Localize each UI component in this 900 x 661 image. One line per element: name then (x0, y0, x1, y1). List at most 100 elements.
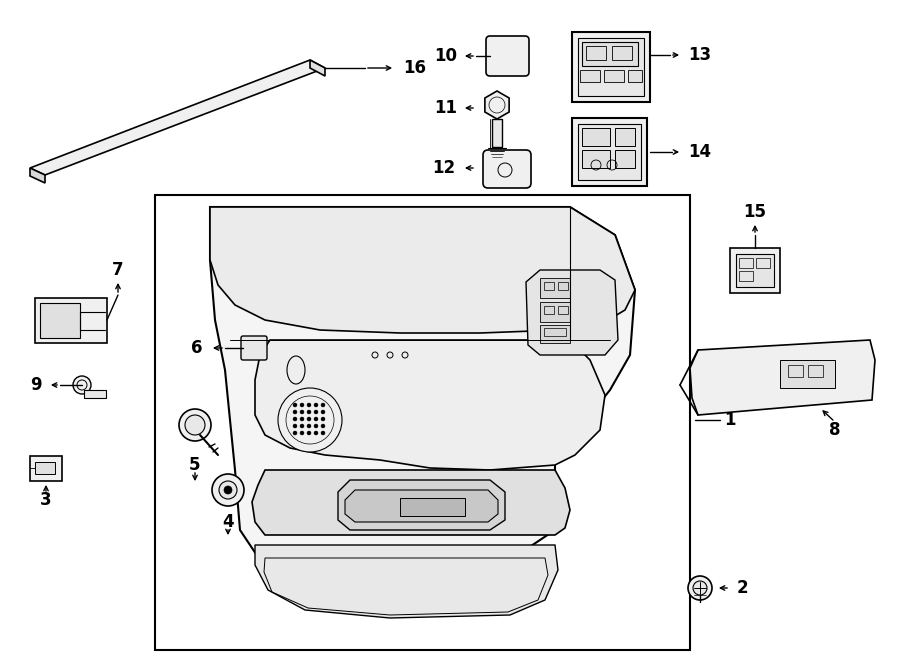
Circle shape (314, 424, 318, 428)
Polygon shape (310, 60, 325, 76)
Bar (615, 150, 635, 168)
Polygon shape (485, 91, 509, 119)
Text: 16: 16 (403, 59, 427, 77)
Bar (612, 46, 632, 60)
Text: 7: 7 (112, 261, 124, 279)
Circle shape (293, 417, 297, 421)
Circle shape (185, 415, 205, 435)
Polygon shape (210, 207, 635, 600)
Bar (780, 360, 835, 388)
Bar (788, 365, 803, 377)
Circle shape (314, 410, 318, 414)
Bar (30, 456, 62, 481)
Bar (400, 498, 465, 516)
Circle shape (314, 403, 318, 407)
Bar (558, 306, 568, 314)
Circle shape (293, 403, 297, 407)
FancyBboxPatch shape (486, 36, 529, 76)
Text: 12: 12 (432, 159, 455, 177)
Circle shape (688, 576, 712, 600)
Circle shape (224, 486, 232, 494)
Text: 11: 11 (435, 99, 457, 117)
Bar (582, 150, 610, 168)
Bar (35, 298, 107, 343)
Text: 14: 14 (688, 143, 712, 161)
Circle shape (293, 424, 297, 428)
Bar (492, 119, 502, 147)
Circle shape (219, 481, 237, 499)
Bar (544, 282, 554, 290)
Bar (544, 328, 566, 336)
Text: 6: 6 (191, 339, 202, 357)
Circle shape (321, 417, 325, 421)
Circle shape (179, 409, 211, 441)
Circle shape (212, 474, 244, 506)
Circle shape (300, 403, 304, 407)
Circle shape (321, 403, 325, 407)
Bar (628, 70, 642, 82)
FancyBboxPatch shape (483, 150, 531, 188)
Text: 4: 4 (222, 513, 234, 531)
Polygon shape (30, 168, 45, 183)
Text: 1: 1 (724, 411, 736, 429)
Polygon shape (255, 545, 558, 618)
Bar (540, 278, 570, 298)
Text: 5: 5 (189, 456, 201, 474)
Polygon shape (30, 60, 325, 175)
Polygon shape (210, 207, 635, 333)
Bar (35, 462, 55, 474)
Bar (756, 258, 770, 268)
Circle shape (307, 424, 311, 428)
Bar (615, 128, 635, 146)
Polygon shape (345, 490, 498, 522)
Polygon shape (338, 480, 505, 530)
Circle shape (314, 417, 318, 421)
Text: 13: 13 (688, 46, 712, 64)
Circle shape (321, 410, 325, 414)
Bar (572, 32, 650, 102)
Polygon shape (252, 470, 570, 535)
Bar (155, 195, 690, 650)
Bar (739, 258, 753, 268)
Circle shape (307, 410, 311, 414)
Bar (540, 325, 570, 343)
Bar (808, 365, 823, 377)
Bar (540, 302, 570, 322)
Bar (572, 118, 647, 186)
Bar (558, 282, 568, 290)
Circle shape (307, 431, 311, 435)
FancyBboxPatch shape (241, 336, 267, 360)
Text: 10: 10 (435, 47, 457, 65)
Circle shape (321, 431, 325, 435)
Circle shape (300, 431, 304, 435)
Bar (586, 46, 606, 60)
Polygon shape (255, 340, 605, 470)
Text: 2: 2 (736, 579, 748, 597)
Text: 3: 3 (40, 491, 52, 509)
Polygon shape (526, 270, 618, 355)
Polygon shape (690, 340, 875, 415)
Circle shape (307, 417, 311, 421)
Bar (604, 70, 624, 82)
Circle shape (293, 410, 297, 414)
Circle shape (300, 410, 304, 414)
Circle shape (293, 431, 297, 435)
Bar (582, 128, 610, 146)
Bar (544, 306, 554, 314)
Text: 9: 9 (31, 376, 41, 394)
Circle shape (278, 388, 342, 452)
Text: 15: 15 (743, 203, 767, 221)
Bar (84, 390, 106, 398)
Bar (582, 42, 638, 66)
Bar (730, 248, 780, 293)
Circle shape (73, 376, 91, 394)
Circle shape (693, 581, 707, 595)
Bar (40, 303, 80, 338)
Bar (578, 38, 644, 96)
Text: 8: 8 (829, 421, 841, 439)
Bar (578, 124, 641, 180)
Bar (580, 70, 600, 82)
Bar (736, 254, 774, 287)
Bar (739, 271, 753, 281)
Circle shape (307, 403, 311, 407)
